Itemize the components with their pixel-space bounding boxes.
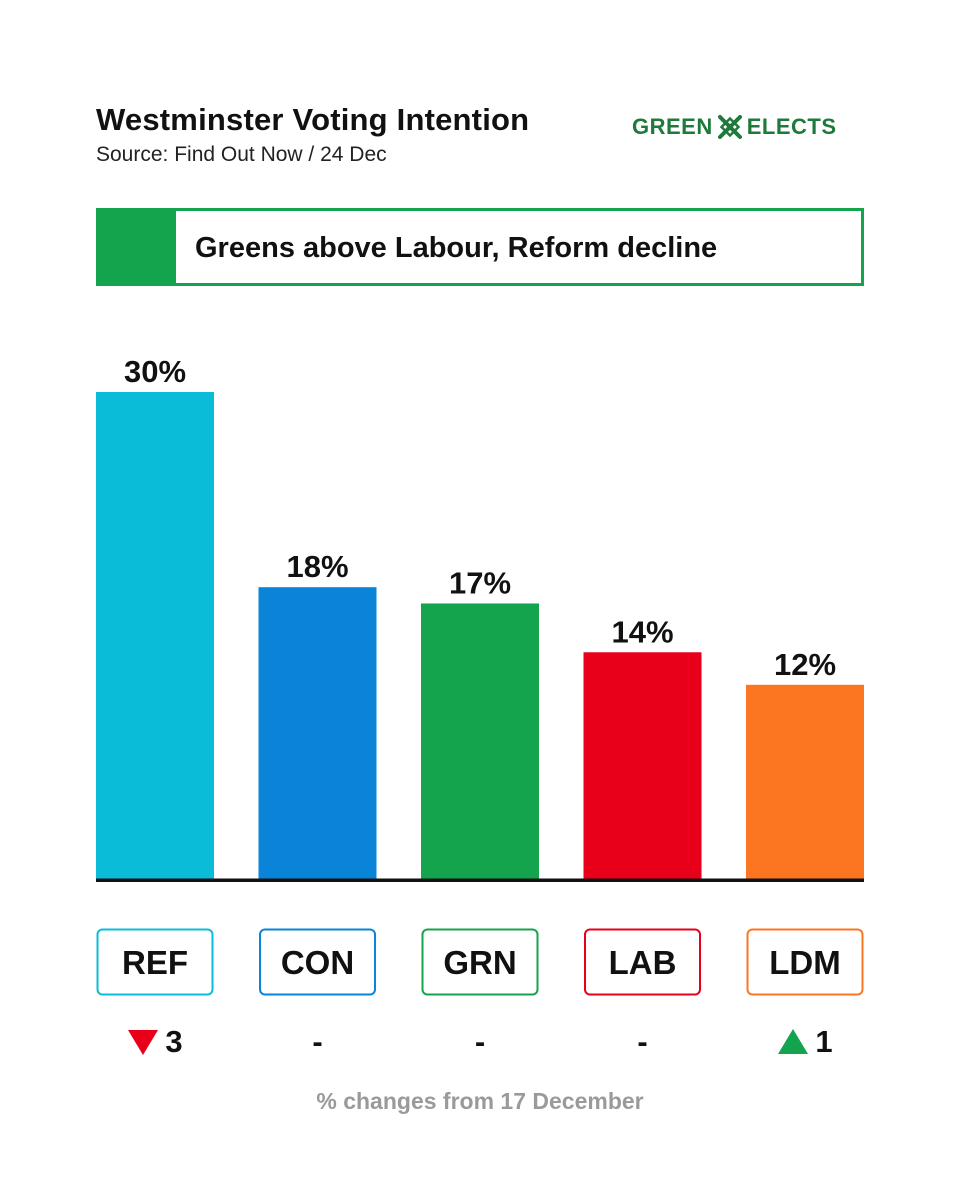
bar-lab [583,652,702,880]
headline-banner: Greens above Labour, Reform decline [96,208,864,286]
party-tag-grn [421,928,539,996]
party-tag-con [259,928,376,996]
logo-word-elects: ELECTS [746,114,837,139]
value-label-con: 18% [286,549,348,584]
change-value: - [637,1024,648,1059]
party-label-ref: REF [122,944,188,981]
triangle-up-icon [778,1029,809,1054]
x-axis-baseline [96,878,864,882]
change-ldm: 1 [746,1020,864,1064]
change-value: 1 [815,1024,833,1059]
value-label-lab: 14% [611,614,673,649]
party-label-con: CON [281,944,354,981]
party-tag-lab [584,928,701,996]
value-label-ref: 30% [124,354,186,389]
bar-grn [421,603,539,880]
green-elects-logo: GREEN ELECTS [632,112,837,142]
change-ref: 3 [96,1020,214,1064]
value-label-ldm: 12% [774,647,836,682]
change-value: 3 [165,1024,183,1059]
bar-chart: 30% REF 18% CON 17% GRN 14% LAB 12% LDM [96,354,864,996]
x-mark-icon [715,112,745,142]
change-grn: - [421,1020,539,1064]
chart-title: Westminster Voting Intention [96,102,530,137]
bar-ldm [746,684,864,880]
change-value: - [312,1024,323,1059]
party-label-grn: GRN [443,944,516,981]
party-label-lab: LAB [609,944,677,981]
banner-headline: Greens above Labour, Reform decline [195,232,718,264]
change-con: - [259,1020,377,1064]
change-value: - [474,1024,486,1059]
party-label-ldm: LDM [769,944,840,981]
change-lab: - [584,1020,702,1064]
party-tag-ref [96,928,214,996]
bar-ref [96,392,214,880]
banner-color-swatch [99,211,176,283]
logo-word-green: GREEN [632,114,713,139]
chart-source: Source: Find Out Now / 24 Dec [96,143,387,166]
bar-con [258,587,377,880]
changes-row: 3 - - - 1 [0,1020,960,1064]
changes-footnote: % changes from 17 December [316,1088,644,1114]
triangle-down-icon [128,1030,159,1055]
party-tag-ldm [746,928,864,996]
value-label-grn: 17% [449,565,511,600]
